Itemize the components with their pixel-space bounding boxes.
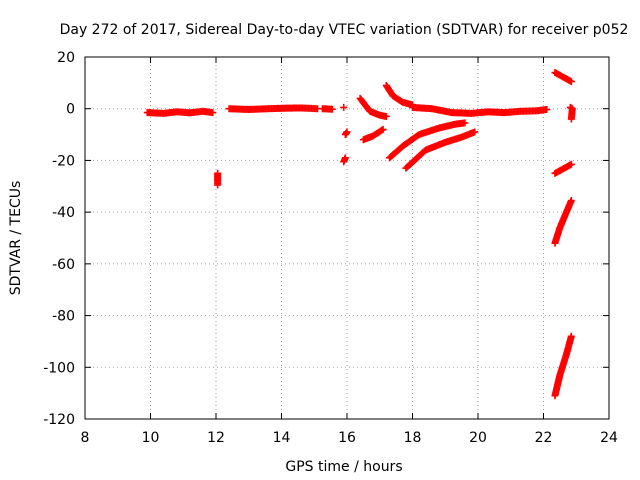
data-point <box>214 181 222 189</box>
data-point <box>340 103 348 111</box>
data-point <box>567 78 575 86</box>
data-point <box>567 160 575 168</box>
x-tick-label: 12 <box>207 430 225 446</box>
y-tick-label: -40 <box>52 205 75 221</box>
y-tick-label: 20 <box>57 50 75 66</box>
x-tick-label: 20 <box>469 430 487 446</box>
x-tick-label: 22 <box>535 430 553 446</box>
x-tick-label: 16 <box>338 430 356 446</box>
y-tick-label: -80 <box>52 309 75 325</box>
data-point <box>209 109 217 117</box>
axis-ticks: 8 10 12 14 16 18 20 22 24 -120 -100 -80 -60 -40 -20 0 20 <box>43 50 618 446</box>
x-tick-label: 14 <box>273 430 291 446</box>
y-tick-label: -20 <box>52 153 75 169</box>
y-tick-label: -120 <box>43 412 75 428</box>
data-point <box>328 105 336 113</box>
x-tick-label: 10 <box>142 430 160 446</box>
x-tick-label: 24 <box>600 430 618 446</box>
y-axis-label: SDTVAR / TECUs <box>8 181 24 296</box>
data-point <box>343 128 351 136</box>
data-points <box>143 69 576 400</box>
data-point <box>461 119 469 127</box>
y-tick-label: -60 <box>52 257 75 273</box>
data-point <box>567 115 575 123</box>
data-point <box>379 125 387 133</box>
y-tick-label: -100 <box>43 360 75 376</box>
data-point <box>382 112 390 120</box>
x-axis-label: GPS time / hours <box>285 459 402 475</box>
y-tick-label: 0 <box>66 102 75 118</box>
data-point <box>543 105 551 113</box>
data-point <box>567 332 575 340</box>
data-point <box>341 154 349 162</box>
data-point <box>378 126 386 134</box>
data-point <box>567 197 575 205</box>
x-tick-label: 8 <box>81 430 90 446</box>
chart-title: Day 272 of 2017, Sidereal Day-to-day VTE… <box>60 22 629 38</box>
data-point <box>471 128 479 136</box>
x-tick-label: 18 <box>404 430 422 446</box>
